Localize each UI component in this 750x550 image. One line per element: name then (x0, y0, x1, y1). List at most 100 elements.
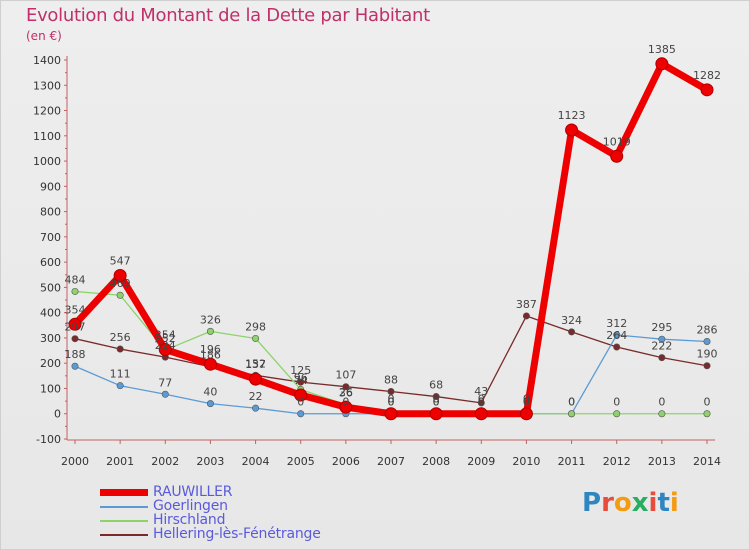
point-hellering-l-s-f-n-trange (703, 362, 711, 370)
x-tick-label: 2001 (106, 455, 134, 468)
x-tick-label: 2006 (332, 455, 360, 468)
point-hirschland (658, 410, 666, 418)
data-label-hirschland: 0 (568, 396, 575, 409)
data-label-rauwiller: 354 (65, 303, 86, 316)
data-label-goerlingen: 0 (388, 396, 395, 409)
point-goerlingen (703, 337, 711, 345)
data-label-goerlingen: 295 (651, 321, 672, 334)
data-label-rauwiller: 196 (200, 343, 221, 356)
data-label-goerlingen: 0 (297, 396, 304, 409)
logo-letter: r (601, 488, 614, 518)
point-rauwiller (249, 372, 263, 386)
data-label-hellering-l-s-f-n-trange: 125 (290, 364, 311, 377)
data-label-rauwiller: 74 (294, 374, 308, 387)
y-tick-label: 0 (54, 408, 61, 421)
point-rauwiller (655, 57, 669, 71)
logo-letter: t (657, 488, 670, 518)
point-rauwiller (339, 400, 353, 414)
data-label-hirschland: 0 (658, 396, 665, 409)
x-tick-label: 2012 (603, 455, 631, 468)
x-tick-label: 2004 (242, 455, 270, 468)
data-label-goerlingen: 0 (478, 396, 485, 409)
point-goerlingen (252, 404, 260, 412)
axes: -100010020030040050060070080090010001100… (33, 54, 721, 468)
legend-swatch-hirschland (100, 520, 148, 522)
point-rauwiller (68, 317, 82, 331)
data-label-hellering-l-s-f-n-trange: 224 (155, 339, 176, 352)
point-hellering-l-s-f-n-trange (297, 378, 305, 386)
point-rauwiller (384, 407, 398, 421)
data-label-rauwiller: 1123 (558, 109, 586, 122)
legend-label-rauwiller: RAUWILLER (153, 484, 233, 500)
legend-label-hirschland: Hirschland (153, 512, 226, 528)
point-goerlingen (116, 382, 124, 390)
point-goerlingen (613, 331, 621, 339)
data-label-goerlingen: 0 (568, 396, 575, 409)
data-labels-layer: 297 256 224 186 152 125 107 88 68 43 387 324 264 222 1… (65, 43, 722, 409)
x-tick-label: 2003 (196, 455, 224, 468)
data-label-goerlingen: 312 (606, 317, 627, 330)
data-label-hirschland: 0 (478, 396, 485, 409)
y-tick-label: 1000 (33, 155, 61, 168)
data-label-hellering-l-s-f-n-trange: 88 (384, 373, 398, 386)
data-label-hirschland: 469 (110, 277, 131, 290)
point-hellering-l-s-f-n-trange (432, 393, 440, 401)
logo-letter: i (669, 488, 679, 518)
x-tick-label: 2005 (287, 455, 315, 468)
point-rauwiller (700, 83, 714, 97)
unit-label: (en €) (26, 29, 62, 43)
data-label-hellering-l-s-f-n-trange: 190 (697, 348, 718, 361)
y-tick-label: 400 (40, 307, 61, 320)
y-tick-label: 1300 (33, 79, 61, 92)
point-hirschland (206, 327, 214, 335)
point-goerlingen (297, 410, 305, 418)
point-hellering-l-s-f-n-trange (71, 335, 79, 343)
x-tick-label: 2000 (61, 455, 89, 468)
point-hellering-l-s-f-n-trange (387, 387, 395, 395)
data-label-goerlingen: 188 (65, 348, 86, 361)
point-hellering-l-s-f-n-trange (342, 383, 350, 391)
legend-swatch-goerlingen (100, 506, 148, 508)
x-tick-label: 2007 (377, 455, 405, 468)
point-goerlingen (71, 362, 79, 370)
data-label-rauwiller: 0 (388, 393, 395, 406)
point-hirschland (71, 287, 79, 295)
data-label-hellering-l-s-f-n-trange: 152 (245, 357, 266, 370)
point-rauwiller (474, 407, 488, 421)
data-label-rauwiller: 0 (433, 393, 440, 406)
point-rauwiller (519, 407, 533, 421)
point-rauwiller (158, 343, 172, 357)
data-label-rauwiller: 1282 (693, 69, 721, 82)
point-hirschland (116, 291, 124, 299)
data-label-hirschland: 0 (433, 396, 440, 409)
proxiti-logo: Proxiti (582, 488, 679, 518)
data-label-goerlingen: 0 (523, 396, 530, 409)
y-tick-label: -100 (36, 433, 61, 446)
data-label-rauwiller: 1019 (603, 135, 631, 148)
point-goerlingen (161, 390, 169, 398)
point-rauwiller (113, 269, 127, 283)
data-label-hirschland: 96 (294, 371, 308, 384)
data-label-hirschland: 36 (339, 387, 353, 400)
y-tick-label: 800 (40, 206, 61, 219)
point-hellering-l-s-f-n-trange (658, 354, 666, 362)
data-label-hellering-l-s-f-n-trange: 387 (516, 298, 537, 311)
x-tick-label: 2013 (648, 455, 676, 468)
data-label-goerlingen: 0 (433, 396, 440, 409)
y-tick-label: 900 (40, 180, 61, 193)
data-label-rauwiller: 547 (110, 255, 131, 268)
point-hellering-l-s-f-n-trange (522, 312, 530, 320)
data-label-hellering-l-s-f-n-trange: 222 (651, 340, 672, 353)
data-label-goerlingen: 22 (249, 390, 263, 403)
data-label-hellering-l-s-f-n-trange: 43 (474, 385, 488, 398)
data-label-hirschland: 0 (613, 396, 620, 409)
data-label-hirschland: 0 (704, 396, 711, 409)
data-label-rauwiller: 254 (155, 329, 176, 342)
data-label-rauwiller: 1385 (648, 43, 676, 56)
x-tick-label: 2014 (693, 455, 721, 468)
point-rauwiller (429, 407, 443, 421)
data-label-hirschland: 484 (65, 273, 86, 286)
y-tick-label: 300 (40, 332, 61, 345)
data-label-hirschland: 0 (523, 396, 530, 409)
